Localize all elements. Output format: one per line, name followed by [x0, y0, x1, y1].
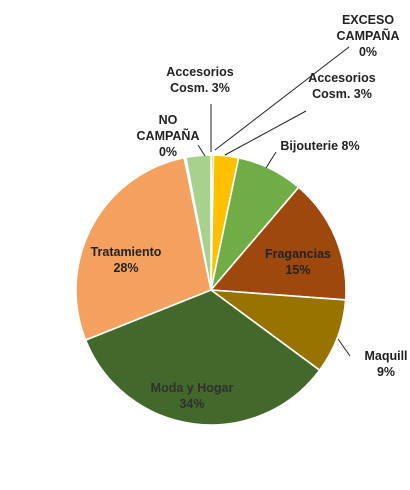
slice-label-line: EXCESO	[342, 13, 394, 27]
slice-label-line: Moda y Hogar	[151, 381, 234, 395]
slice-label-line: Tratamiento	[91, 245, 162, 259]
slice-label-line: 0%	[359, 45, 377, 59]
slice-label-line: Accesorios	[308, 71, 375, 85]
slice-label-line: Fragancias	[265, 247, 331, 261]
slice-label-0: EXCESO CAMPAÑA 0%	[337, 13, 400, 59]
slice-label-8: Accesorios Cosm. 3%	[166, 65, 233, 95]
slice-label-line: Maquill	[364, 349, 407, 363]
pie-slice-8	[184, 154, 212, 291]
leader-line-2	[265, 151, 277, 169]
leader-line-1	[224, 110, 307, 156]
slice-label-4: Maquill 9%	[364, 349, 407, 379]
slice-label-7: NO CAMPAÑA 0%	[137, 113, 200, 159]
slice-label-line: 0%	[159, 145, 177, 159]
leader-line-0	[214, 46, 350, 151]
pie-slice-3	[209, 186, 347, 301]
slice-label-line: CAMPAÑA	[337, 28, 400, 43]
slice-label-6: Tratamiento 28%	[91, 245, 162, 275]
slice-label-line: 15%	[285, 263, 310, 277]
slice-label-line: NO	[159, 113, 178, 127]
pie-slice-6	[75, 156, 212, 342]
leader-line-4	[337, 338, 351, 357]
slice-label-line: Bijouterie 8%	[280, 139, 359, 153]
pie-slice-5	[84, 289, 321, 426]
slice-label-line: 28%	[113, 261, 138, 275]
slice-label-2: Bijouterie 8%	[280, 139, 359, 153]
slice-label-line: 9%	[377, 365, 395, 379]
slice-label-line: Cosm. 3%	[312, 87, 372, 101]
slice-label-3: Fragancias 15%	[265, 247, 331, 277]
slice-label-line: Accesorios	[166, 65, 233, 79]
slice-label-line: Cosm. 3%	[170, 81, 230, 95]
leader-line-7	[197, 144, 206, 157]
slice-label-line: 34%	[179, 397, 204, 411]
slice-label-5: Moda y Hogar 34%	[151, 381, 234, 411]
slice-label-1: Accesorios Cosm. 3%	[308, 71, 375, 101]
slice-label-line: CAMPAÑA	[137, 128, 200, 143]
